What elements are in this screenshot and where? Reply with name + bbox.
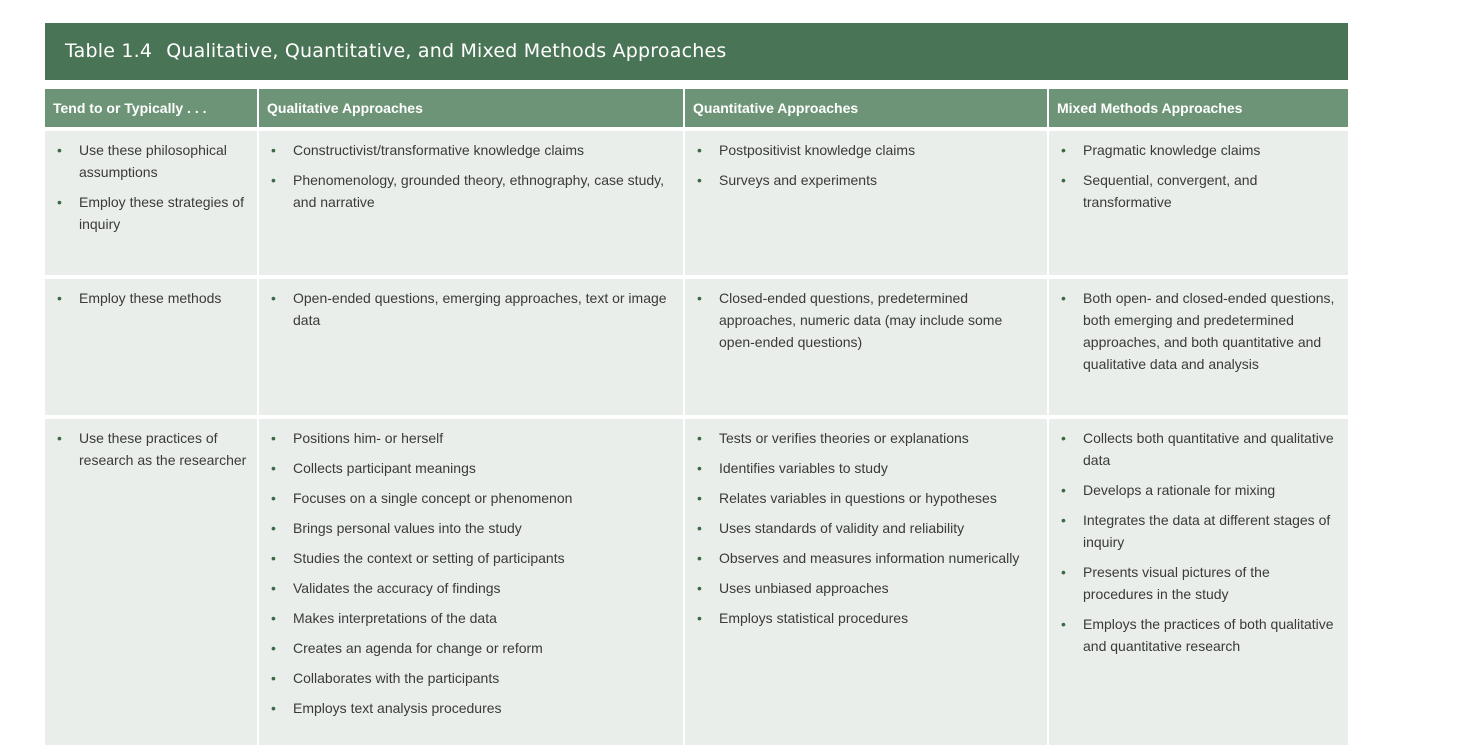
cell-quantitative: Postpositivist knowledge claims Surveys … <box>684 127 1049 277</box>
list-item: Integrates the data at different stages … <box>1057 509 1340 553</box>
cell-quantitative: Tests or verifies theories or explanatio… <box>684 415 1049 745</box>
header-tend: Tend to or Typically . . . <box>45 89 259 129</box>
list-item: Employ these strategies of inquiry <box>53 191 249 235</box>
list-item: Constructivist/transformative knowledge … <box>267 139 675 161</box>
bullet-list: Positions him- or herself Collects parti… <box>267 427 675 719</box>
bullet-list: Open-ended questions, emerging approache… <box>267 287 675 331</box>
cell-qualitative: Positions him- or herself Collects parti… <box>258 415 685 745</box>
header-row: Tend to or Typically . . . Qualitative A… <box>45 89 1348 129</box>
bullet-list: Postpositivist knowledge claims Surveys … <box>693 139 1039 191</box>
cell-tend: Use these philosophical assumptions Empl… <box>45 127 259 277</box>
list-item: Employs text analysis procedures <box>267 697 675 719</box>
list-item: Both open- and closed-ended questions, b… <box>1057 287 1340 375</box>
bullet-list: Pragmatic knowledge claims Sequential, c… <box>1057 139 1340 213</box>
bullet-list: Both open- and closed-ended questions, b… <box>1057 287 1340 375</box>
methods-table: Table 1.4 Qualitative, Quantitative, and … <box>45 23 1348 745</box>
table-row: Use these philosophical assumptions Empl… <box>45 127 1348 277</box>
list-item: Relates variables in questions or hypoth… <box>693 487 1039 509</box>
list-item: Employs the practices of both qualitativ… <box>1057 613 1340 657</box>
list-item: Identifies variables to study <box>693 457 1039 479</box>
list-item: Collaborates with the participants <box>267 667 675 689</box>
list-item: Positions him- or herself <box>267 427 675 449</box>
bullet-list: Closed-ended questions, predetermined ap… <box>693 287 1039 353</box>
bullet-list: Use these practices of research as the r… <box>53 427 249 471</box>
list-item: Focuses on a single concept or phenomeno… <box>267 487 675 509</box>
cell-quantitative: Closed-ended questions, predetermined ap… <box>684 275 1049 417</box>
list-item: Pragmatic knowledge claims <box>1057 139 1340 161</box>
list-item: Closed-ended questions, predetermined ap… <box>693 287 1039 353</box>
cell-qualitative: Constructivist/transformative knowledge … <box>258 127 685 277</box>
list-item: Employ these methods <box>53 287 249 309</box>
list-item: Presents visual pictures of the procedur… <box>1057 561 1340 605</box>
header-mixed: Mixed Methods Approaches <box>1048 89 1348 129</box>
header-quantitative: Quantitative Approaches <box>684 89 1049 129</box>
table-title: Qualitative, Quantitative, and Mixed Met… <box>166 40 727 62</box>
comparison-table: Tend to or Typically . . . Qualitative A… <box>45 89 1348 745</box>
table-title-bar: Table 1.4 Qualitative, Quantitative, and … <box>45 23 1348 80</box>
list-item: Tests or verifies theories or explanatio… <box>693 427 1039 449</box>
bullet-list: Use these philosophical assumptions Empl… <box>53 139 249 235</box>
list-item: Employs statistical procedures <box>693 607 1039 629</box>
cell-qualitative: Open-ended questions, emerging approache… <box>258 275 685 417</box>
list-item: Brings personal values into the study <box>267 517 675 539</box>
list-item: Sequential, convergent, and transformati… <box>1057 169 1340 213</box>
list-item: Creates an agenda for change or reform <box>267 637 675 659</box>
list-item: Studies the context or setting of partic… <box>267 547 675 569</box>
list-item: Phenomenology, grounded theory, ethnogra… <box>267 169 675 213</box>
bullet-list: Constructivist/transformative knowledge … <box>267 139 675 213</box>
title-gap <box>45 80 1348 89</box>
cell-mixed: Collects both quantitative and qualitati… <box>1048 415 1348 745</box>
list-item: Postpositivist knowledge claims <box>693 139 1039 161</box>
cell-mixed: Pragmatic knowledge claims Sequential, c… <box>1048 127 1348 277</box>
list-item: Observes and measures information numeri… <box>693 547 1039 569</box>
list-item: Surveys and experiments <box>693 169 1039 191</box>
list-item: Use these practices of research as the r… <box>53 427 249 471</box>
list-item: Uses unbiased approaches <box>693 577 1039 599</box>
bullet-list: Collects both quantitative and qualitati… <box>1057 427 1340 657</box>
table-row: Employ these methods Open-ended question… <box>45 275 1348 417</box>
list-item: Validates the accuracy of findings <box>267 577 675 599</box>
list-item: Develops a rationale for mixing <box>1057 479 1340 501</box>
list-item: Uses standards of validity and reliabili… <box>693 517 1039 539</box>
list-item: Open-ended questions, emerging approache… <box>267 287 675 331</box>
bullet-list: Employ these methods <box>53 287 249 309</box>
cell-mixed: Both open- and closed-ended questions, b… <box>1048 275 1348 417</box>
cell-tend: Employ these methods <box>45 275 259 417</box>
header-qualitative: Qualitative Approaches <box>258 89 685 129</box>
cell-tend: Use these practices of research as the r… <box>45 415 259 745</box>
list-item: Collects both quantitative and qualitati… <box>1057 427 1340 471</box>
list-item: Makes interpretations of the data <box>267 607 675 629</box>
list-item: Collects participant meanings <box>267 457 675 479</box>
table-row: Use these practices of research as the r… <box>45 415 1348 745</box>
list-item: Use these philosophical assumptions <box>53 139 249 183</box>
bullet-list: Tests or verifies theories or explanatio… <box>693 427 1039 629</box>
table-number: Table 1.4 <box>65 40 153 62</box>
